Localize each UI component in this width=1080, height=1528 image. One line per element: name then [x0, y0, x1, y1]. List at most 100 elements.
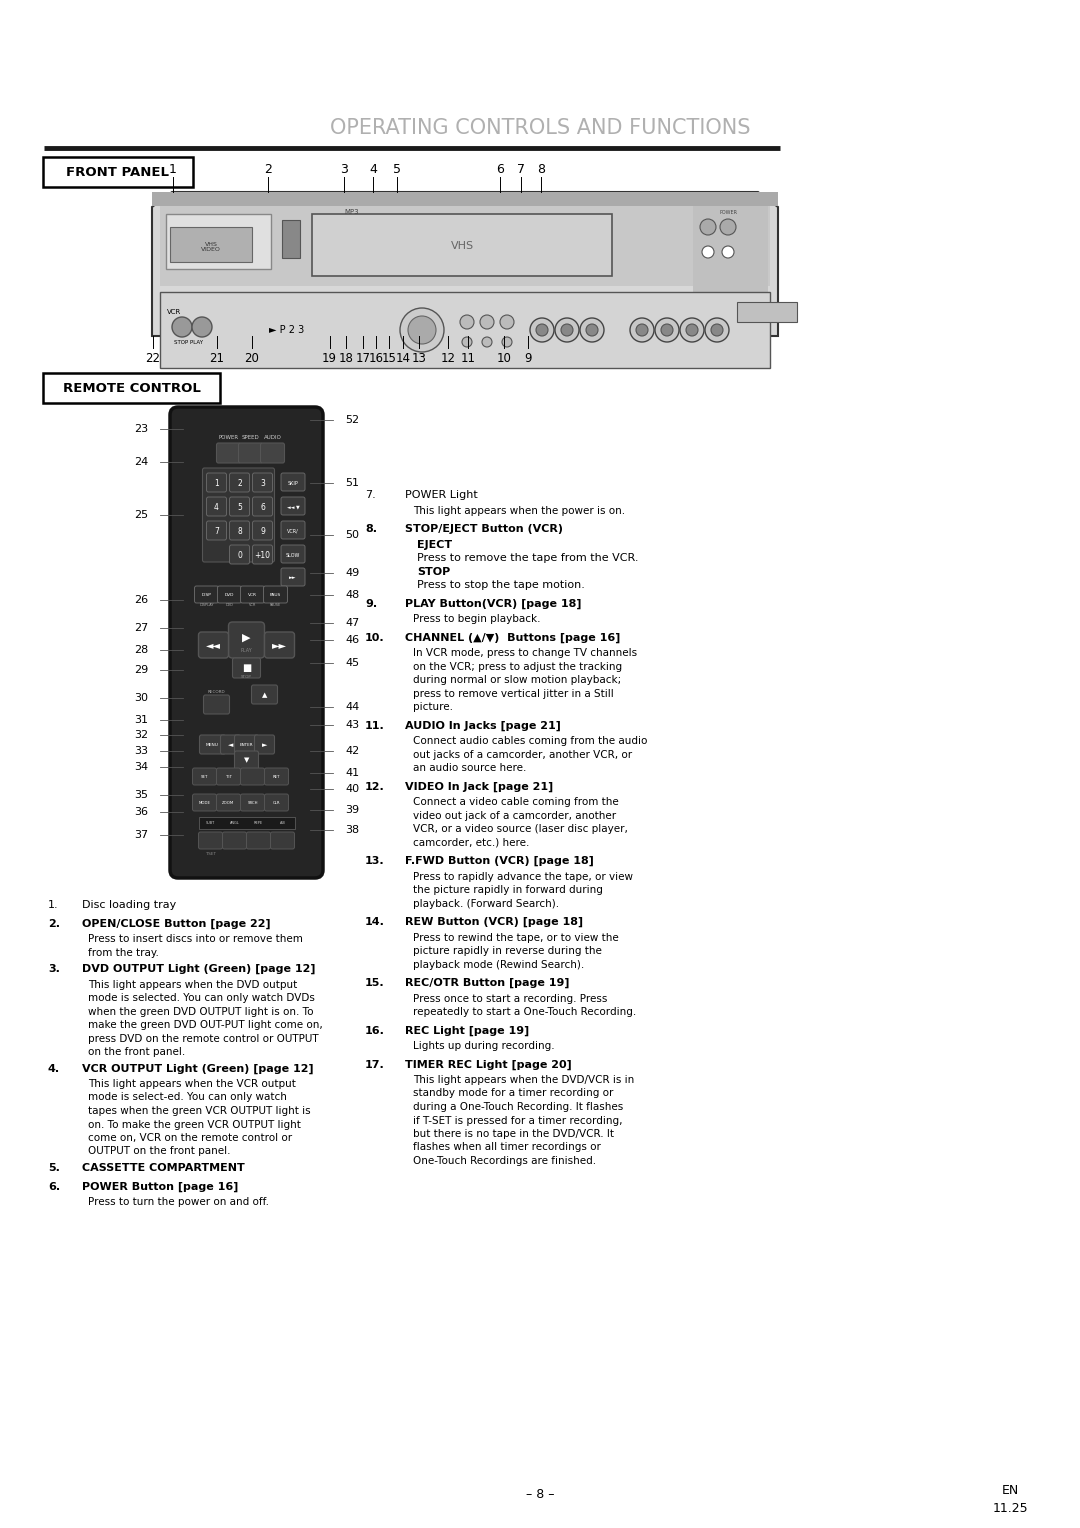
Text: from the tray.: from the tray.: [87, 947, 159, 958]
Text: 8: 8: [238, 527, 242, 535]
Text: playback mode (Rewind Search).: playback mode (Rewind Search).: [413, 960, 584, 969]
Text: 17.: 17.: [365, 1059, 384, 1070]
Text: 1.: 1.: [48, 900, 58, 911]
FancyBboxPatch shape: [229, 521, 249, 539]
Text: 46: 46: [345, 636, 360, 645]
Text: 28: 28: [134, 645, 148, 656]
Text: ►►: ►►: [289, 576, 297, 581]
FancyBboxPatch shape: [200, 735, 226, 753]
Text: Press to rapidly advance the tape, or view: Press to rapidly advance the tape, or vi…: [413, 871, 633, 882]
FancyBboxPatch shape: [241, 795, 265, 811]
FancyBboxPatch shape: [255, 735, 274, 753]
Text: 16: 16: [368, 351, 383, 365]
Text: mode is select-ed. You can only watch: mode is select-ed. You can only watch: [87, 1093, 287, 1103]
Circle shape: [555, 318, 579, 342]
Text: 11.: 11.: [365, 721, 384, 730]
FancyBboxPatch shape: [194, 587, 218, 604]
Circle shape: [500, 315, 514, 329]
Circle shape: [462, 338, 472, 347]
Text: 44: 44: [345, 701, 360, 712]
Text: 37: 37: [134, 830, 148, 840]
Text: 3.: 3.: [48, 964, 59, 973]
Text: +10: +10: [255, 550, 270, 559]
Text: 9: 9: [260, 527, 265, 535]
Text: repeatedly to start a One-Touch Recording.: repeatedly to start a One-Touch Recordin…: [413, 1007, 636, 1018]
Text: 2.: 2.: [48, 918, 60, 929]
Text: ◄◄ ▼: ◄◄ ▼: [286, 504, 299, 509]
Polygon shape: [152, 193, 778, 336]
FancyBboxPatch shape: [253, 545, 272, 564]
Circle shape: [686, 324, 698, 336]
Text: TIMER REC Light [page 20]: TIMER REC Light [page 20]: [405, 1059, 571, 1070]
Text: playback. (Forward Search).: playback. (Forward Search).: [413, 898, 559, 909]
Text: 1: 1: [168, 162, 177, 176]
Text: 47: 47: [345, 617, 360, 628]
Text: Press to insert discs into or remove them: Press to insert discs into or remove the…: [87, 934, 302, 944]
FancyBboxPatch shape: [229, 497, 249, 516]
Text: mode is selected. You can only watch DVDs: mode is selected. You can only watch DVD…: [87, 993, 315, 1002]
FancyBboxPatch shape: [265, 769, 288, 785]
Text: MP3: MP3: [345, 209, 360, 215]
Circle shape: [408, 316, 436, 344]
FancyBboxPatch shape: [260, 443, 284, 463]
Text: TIT: TIT: [226, 775, 231, 779]
FancyBboxPatch shape: [281, 521, 305, 539]
Text: 13: 13: [411, 351, 427, 365]
Text: ►: ►: [261, 743, 267, 749]
FancyBboxPatch shape: [229, 622, 265, 659]
Text: DVD OUTPUT Light (Green) [page 12]: DVD OUTPUT Light (Green) [page 12]: [82, 964, 315, 975]
Text: VCR: VCR: [248, 593, 257, 597]
Bar: [693, 206, 768, 306]
Text: VCR/: VCR/: [287, 529, 299, 533]
Text: REPE: REPE: [254, 821, 264, 825]
FancyBboxPatch shape: [216, 443, 241, 463]
Text: 2: 2: [265, 162, 272, 176]
Text: on the VCR; press to adjust the tracking: on the VCR; press to adjust the tracking: [413, 662, 622, 671]
Text: 5.: 5.: [48, 1163, 59, 1174]
FancyBboxPatch shape: [239, 443, 262, 463]
FancyBboxPatch shape: [192, 769, 216, 785]
FancyBboxPatch shape: [220, 735, 241, 753]
Text: REC Light [page 19]: REC Light [page 19]: [405, 1025, 529, 1036]
Text: 9: 9: [525, 351, 532, 365]
Text: VCR: VCR: [248, 604, 256, 607]
Text: if T-SET is pressed for a timer recording,: if T-SET is pressed for a timer recordin…: [413, 1115, 622, 1126]
Text: 23: 23: [134, 423, 148, 434]
Text: make the green DVD OUT-PUT light come on,: make the green DVD OUT-PUT light come on…: [87, 1021, 323, 1030]
Text: 31: 31: [134, 715, 148, 724]
Text: an audio source here.: an audio source here.: [413, 762, 526, 773]
Text: during normal or slow motion playback;: during normal or slow motion playback;: [413, 675, 621, 685]
Circle shape: [705, 318, 729, 342]
Text: Lights up during recording.: Lights up during recording.: [413, 1041, 555, 1051]
Text: 22: 22: [146, 351, 161, 365]
Circle shape: [482, 338, 492, 347]
Text: 8: 8: [537, 162, 544, 176]
FancyBboxPatch shape: [281, 568, 305, 587]
FancyBboxPatch shape: [270, 833, 295, 850]
FancyBboxPatch shape: [216, 795, 241, 811]
Text: 7: 7: [214, 527, 219, 535]
Text: 29: 29: [134, 665, 148, 675]
Bar: [160, 206, 770, 286]
Text: 14: 14: [395, 351, 410, 365]
Text: PLAY: PLAY: [241, 648, 253, 652]
Text: This light appears when the DVD/VCR is in: This light appears when the DVD/VCR is i…: [413, 1076, 634, 1085]
Text: VHS: VHS: [450, 241, 473, 251]
Text: during a One-Touch Recording. It flashes: during a One-Touch Recording. It flashes: [413, 1102, 623, 1112]
Text: 30: 30: [134, 694, 148, 703]
Text: PAUS: PAUS: [270, 593, 281, 597]
Text: ■: ■: [242, 663, 252, 672]
Text: 11.25: 11.25: [993, 1502, 1028, 1514]
Text: SLOW: SLOW: [286, 553, 300, 558]
Text: POWER Button [page 16]: POWER Button [page 16]: [82, 1181, 239, 1192]
FancyBboxPatch shape: [199, 833, 222, 850]
Text: AUDIO: AUDIO: [264, 434, 282, 440]
Text: RECORD: RECORD: [207, 691, 226, 694]
Text: 11: 11: [460, 351, 475, 365]
Text: Press to begin playback.: Press to begin playback.: [413, 614, 540, 623]
Circle shape: [700, 219, 716, 235]
Text: VCR, or a video source (laser disc player,: VCR, or a video source (laser disc playe…: [413, 824, 627, 834]
Circle shape: [636, 324, 648, 336]
Text: Press once to start a recording. Press: Press once to start a recording. Press: [413, 993, 607, 1004]
Text: 38: 38: [345, 825, 360, 834]
